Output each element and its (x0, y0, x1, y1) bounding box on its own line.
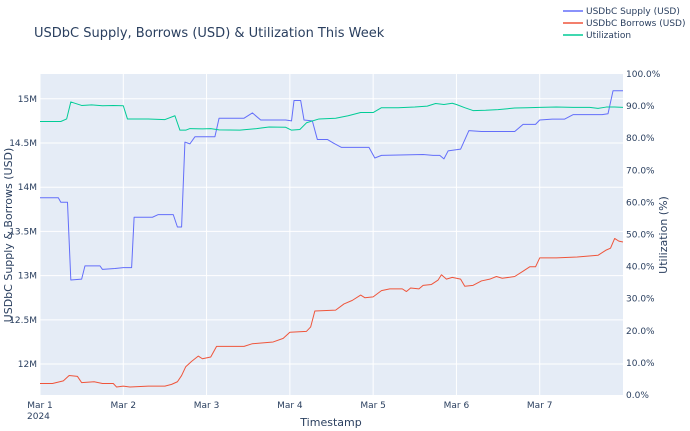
x-tick-label: Mar 7 (527, 401, 553, 411)
y2-tick-label: 50.0% (626, 231, 655, 241)
y2-tick-label: 90.0% (626, 102, 655, 112)
y-axis-title: USDbC Supply & Borrows (USD) (2, 148, 15, 323)
y2-tick-label: 100.0% (626, 70, 661, 80)
x-tick-label: Mar 3 (194, 401, 220, 411)
y2-tick-label: 10.0% (626, 359, 655, 369)
y-tick-label: 14.5M (9, 139, 37, 149)
y-gridlines (40, 98, 623, 365)
legend-item[interactable]: Utilization (563, 31, 631, 41)
legend-item[interactable]: USDbC Supply (USD) (563, 7, 680, 17)
chart-title: USDbC Supply, Borrows (USD) & Utilizatio… (34, 26, 385, 41)
x-tick-label: Mar 4 (277, 401, 303, 411)
y2-tick-label: 20.0% (626, 327, 655, 337)
y2-tick-label: 70.0% (626, 166, 655, 176)
legend[interactable]: USDbC Supply (USD) USDbC Borrows (USD) Uti… (563, 7, 685, 41)
x-tick-label: Mar 2 (110, 401, 136, 411)
y-tick-label: 12.5M (9, 316, 37, 326)
y2-tick-label: 40.0% (626, 263, 655, 273)
y2-tick-label: 30.0% (626, 295, 655, 305)
legend-label: Utilization (586, 31, 631, 41)
y-tick-label: 12M (18, 360, 37, 370)
series-layer (40, 90, 624, 388)
y2-tick-label: 80.0% (626, 134, 655, 144)
legend-item[interactable]: USDbC Borrows (USD) (563, 19, 685, 29)
y-tick-label: 13.5M (9, 227, 37, 237)
x-tick-label: Mar 1 (27, 401, 53, 411)
y-tick-label: 13M (18, 272, 37, 282)
x-gridlines (39, 74, 541, 395)
y-tick-label: 15M (18, 95, 37, 105)
supply-line (40, 90, 623, 281)
x-tick-label: Mar 5 (360, 401, 386, 411)
utilization-line (40, 101, 624, 131)
x-tick-sublabel: 2024 (27, 412, 50, 422)
borrows-line (40, 237, 624, 388)
x-axis-title: Timestamp (299, 416, 361, 429)
x-tick-label: Mar 6 (444, 401, 470, 411)
y2-tick-label: 60.0% (626, 198, 655, 208)
y2-tick-label: 0.0% (626, 391, 649, 401)
y2-tick-labels: 0.0% 10.0% 20.0% 30.0% 40.0% 50.0% 60.0% 70.0% 8… (626, 70, 661, 401)
legend-label: USDbC Borrows (USD) (586, 19, 685, 29)
y-tick-label: 14M (18, 183, 37, 193)
y2-axis-title: Utilization (%) (657, 196, 670, 274)
legend-label: USDbC Supply (USD) (586, 7, 680, 17)
y-tick-labels: 12M 12.5M 13M 13.5M 14M 14.5M 15M (9, 95, 37, 370)
plot-area (40, 74, 623, 395)
